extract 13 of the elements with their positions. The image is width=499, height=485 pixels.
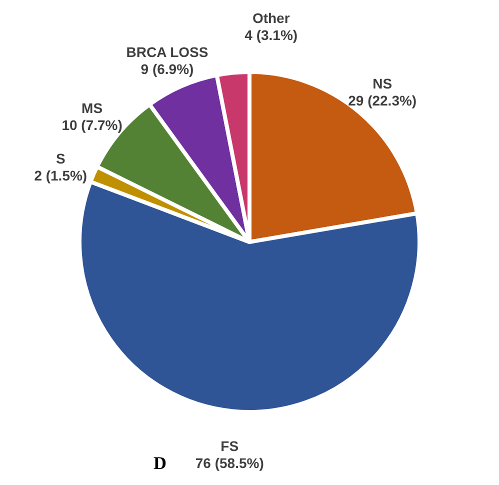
data-label: 9 (6.9%) <box>140 61 194 78</box>
slice-label: MS <box>82 100 103 116</box>
data-label: 10 (7.7%) <box>62 117 122 134</box>
slice-label: FS <box>220 438 239 454</box>
text: D <box>154 453 166 473</box>
data-label: 4 (3.1%) <box>244 27 298 44</box>
slice-label: BRCA LOSS <box>126 44 208 60</box>
data-label: 76 (58.5%) <box>195 455 264 472</box>
data-label: 2 (1.5%) <box>34 168 88 184</box>
slice-label: Other <box>252 10 290 26</box>
slice-label: S <box>56 150 66 167</box>
data-label: 29 (22.3%) <box>348 92 417 109</box>
slice-label: NS <box>372 76 392 92</box>
